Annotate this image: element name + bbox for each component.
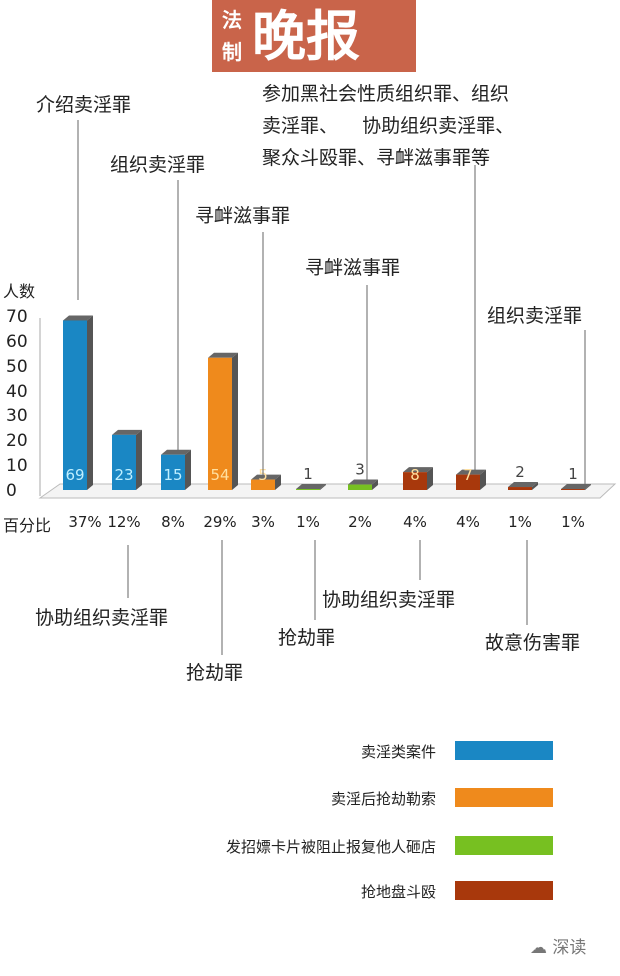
bar <box>112 434 136 490</box>
percent-value: 29% <box>203 513 237 531</box>
percent-value: 2% <box>348 513 372 531</box>
bar <box>508 487 532 490</box>
watermark: ☁ 深读 <box>530 933 586 958</box>
data-label: 69 <box>65 466 84 484</box>
legend-swatch <box>455 836 553 855</box>
category-annotation: 组织卖淫罪 <box>110 154 206 176</box>
wechat-icon: ☁ <box>530 938 553 958</box>
logo-text: 制 <box>222 40 242 64</box>
y-tick-label: 70 <box>6 307 28 327</box>
bar-top <box>112 429 142 435</box>
bar-side <box>232 352 238 490</box>
category-annotation: 参加黑社会性质组织罪、组织 卖淫罪、 协助组织卖淫罪、 聚众斗殴罪、寻衅滋事罪等 <box>262 83 515 169</box>
legend-label: 发招嫖卡片被阻止报复他人砸店 <box>225 838 436 856</box>
percent-value: 37% <box>68 513 102 531</box>
bar <box>63 320 87 490</box>
percent-value: 12% <box>107 513 141 531</box>
y-tick-label: 0 <box>6 481 17 501</box>
newspaper-logo: 法 制 晚报 <box>212 0 416 72</box>
data-label: 54 <box>210 466 229 484</box>
logo-text: 法 <box>222 8 242 32</box>
data-label: 7 <box>463 466 473 484</box>
bar-top <box>208 352 238 358</box>
bar-side <box>87 315 93 490</box>
data-label: 3 <box>355 461 365 479</box>
bar-side <box>480 469 486 490</box>
category-annotation: 故意伤害罪 <box>485 632 581 654</box>
percent-value: 1% <box>561 513 585 531</box>
percent-value: 3% <box>251 513 275 531</box>
y-tick-label: 30 <box>6 406 28 427</box>
percent-value: 4% <box>403 513 427 531</box>
bar-top <box>561 484 591 490</box>
data-label: 8 <box>410 466 420 484</box>
logo-text: 晚报 <box>252 4 360 68</box>
bar <box>251 479 275 490</box>
legend-swatch <box>455 741 553 760</box>
percent-value: 1% <box>296 513 320 531</box>
category-annotation: 抢劫罪 <box>186 662 244 684</box>
y-tick-label: 40 <box>6 381 28 402</box>
data-label: 2 <box>515 463 525 481</box>
percent-value: 8% <box>161 513 185 531</box>
bar <box>456 474 480 490</box>
bar <box>561 489 585 490</box>
category-annotation: 协助组织卖淫罪 <box>322 589 456 611</box>
data-label: 1 <box>303 465 313 483</box>
bar-chart: 69 23 15 54 5 1 3 8 7 2 1 <box>38 120 617 655</box>
category-annotation: 介绍卖淫罪 <box>36 94 132 116</box>
percent-label: 百分比 <box>3 516 52 535</box>
y-tick-label: 50 <box>6 356 28 377</box>
legend-swatch <box>455 788 553 807</box>
data-label: 15 <box>163 466 182 484</box>
bar <box>208 357 232 490</box>
percent-value: 1% <box>508 513 532 531</box>
data-label: 1 <box>568 465 578 483</box>
bar <box>348 484 372 490</box>
bar-top <box>456 469 486 475</box>
bar-side <box>532 482 538 490</box>
bar <box>161 454 185 490</box>
bar-top <box>63 315 93 321</box>
legend-label: 卖淫后抢劫勒索 <box>330 790 436 808</box>
bar-side <box>585 484 591 490</box>
bar <box>296 489 320 490</box>
data-label: 23 <box>114 466 133 484</box>
bar-side <box>185 449 191 490</box>
bar-top <box>348 479 378 485</box>
legend-label: 抢地盘斗殴 <box>360 883 436 901</box>
bar-top <box>508 482 538 488</box>
y-tick-label: 10 <box>6 456 28 477</box>
y-tick-label: 20 <box>6 431 28 452</box>
category-annotation: 寻衅滋事罪 <box>195 205 291 227</box>
bar <box>403 472 427 490</box>
category-annotation: 协助组织卖淫罪 <box>35 607 169 629</box>
bar-top <box>296 484 326 490</box>
category-annotation: 抢劫罪 <box>278 627 336 649</box>
percent-value: 4% <box>456 513 480 531</box>
bar-side <box>320 484 326 490</box>
legend-label: 卖淫类案件 <box>360 743 436 761</box>
bar-top <box>161 449 191 455</box>
bar-side <box>136 429 142 490</box>
bar-side <box>372 479 378 490</box>
bar-side <box>427 467 433 490</box>
category-annotation: 寻衅滋事罪 <box>305 257 401 279</box>
y-tick-label: 60 <box>6 331 28 352</box>
bar-top <box>403 467 433 473</box>
legend-swatch <box>455 881 553 900</box>
y-axis-label: 人数 <box>3 282 36 301</box>
watermark-text: 深读 <box>552 938 587 958</box>
bar-side <box>275 474 281 490</box>
bar-top <box>251 474 281 480</box>
category-annotation: 组织卖淫罪 <box>487 305 583 327</box>
